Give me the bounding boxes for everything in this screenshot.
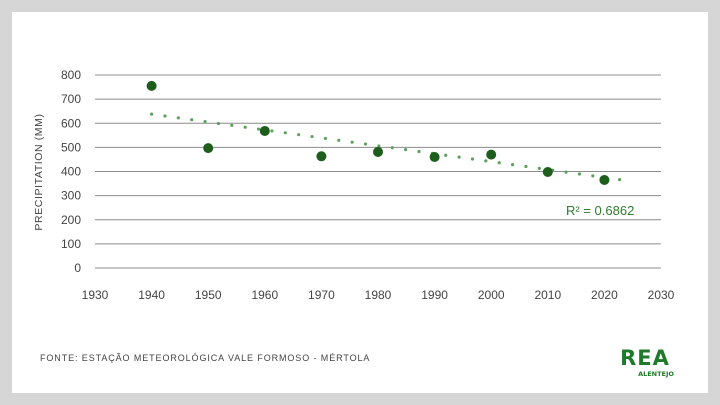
y-tick-label: 500: [61, 140, 81, 154]
data-point: [203, 143, 214, 154]
data-points: [146, 80, 610, 185]
trendline: [150, 112, 629, 183]
x-tick-label: 2020: [591, 288, 618, 302]
trendline-path: [150, 112, 629, 183]
x-tick-label: 1950: [195, 288, 222, 302]
rea-alentejo-logo: REA ALENTEJO: [620, 346, 674, 378]
logo-subtext: ALENTEJO: [638, 370, 674, 378]
x-tick-label: 1990: [421, 288, 448, 302]
x-tick-label: 1930: [82, 288, 109, 302]
y-tick-label: 200: [61, 213, 81, 227]
y-tick-label: 600: [61, 116, 81, 130]
y-tick-label: 300: [61, 189, 81, 203]
y-tick-label: 400: [61, 165, 81, 179]
data-point: [599, 174, 610, 185]
r-squared-annotation: R² = 0.6862: [566, 203, 634, 218]
data-point: [316, 151, 327, 162]
y-tick-label: 0: [74, 261, 81, 275]
x-tick-label: 1970: [308, 288, 335, 302]
x-tick-label: 1960: [251, 288, 278, 302]
x-tick-label: 2010: [534, 288, 561, 302]
data-point: [373, 146, 383, 157]
data-point: [429, 152, 440, 163]
x-tick-label: 1940: [138, 288, 165, 302]
data-point: [146, 80, 157, 91]
data-point: [259, 125, 270, 136]
x-tick-label: 2030: [648, 288, 675, 302]
data-point: [542, 166, 553, 177]
y-tick-label: 800: [61, 68, 81, 82]
x-tick-label: 2000: [478, 288, 505, 302]
y-axis-label: PRECIPITATION (MM): [33, 113, 45, 230]
y-axis-ticks: 0 100 200 300 400 500 600 700 800: [61, 68, 81, 275]
y-tick-label: 100: [61, 237, 81, 251]
logo-text: REA: [620, 346, 670, 370]
source-caption: FONTE: ESTAÇÃO METEOROLÓGICA VALE FORMOS…: [40, 353, 371, 363]
x-tick-label: 1980: [365, 288, 392, 302]
data-point: [486, 149, 497, 160]
gridlines: [95, 74, 661, 269]
x-axis-ticks: 1930 1940 1950 1960 1970 1980 1990 2000 2010 2020…: [82, 288, 675, 302]
slide: 0 100 200 300 400 500 600 700 800 1930 1940 1950 19…: [12, 12, 708, 393]
y-tick-label: 700: [61, 92, 81, 106]
